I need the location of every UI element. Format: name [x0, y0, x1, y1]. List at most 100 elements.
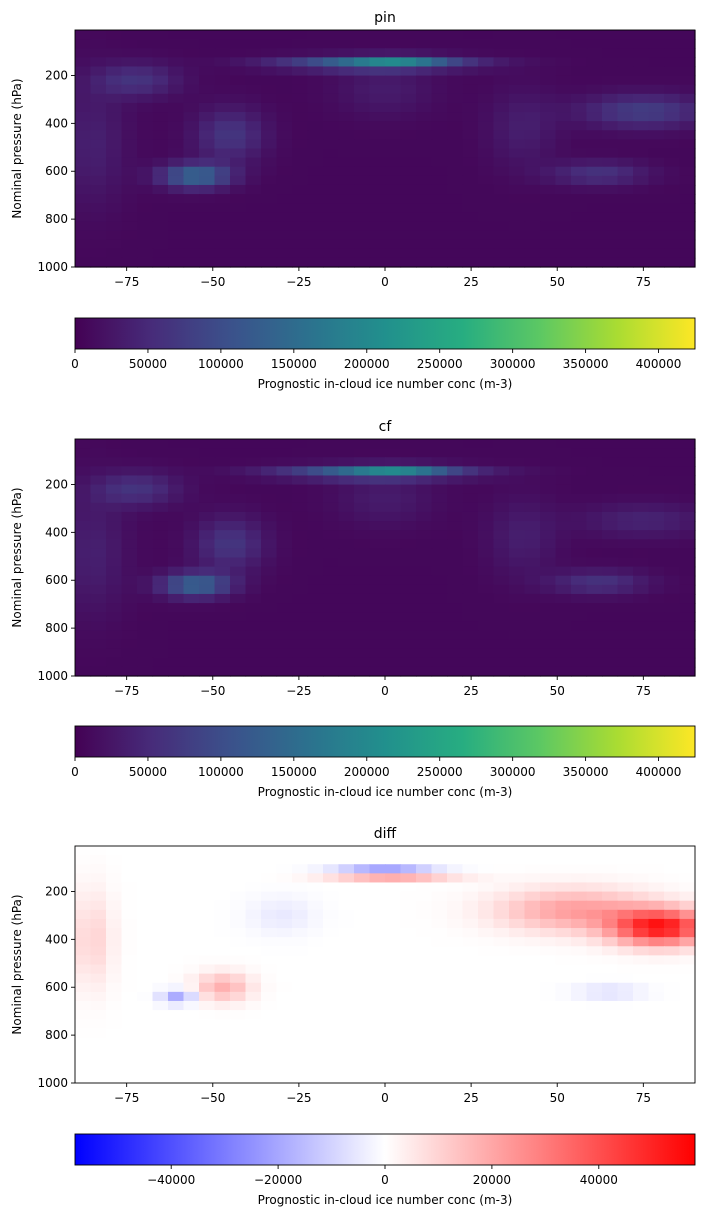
heatmap-cell [137, 1028, 154, 1039]
heatmap-cell [276, 57, 293, 68]
heatmap-cell [385, 630, 402, 641]
heatmap-cell [664, 593, 681, 604]
heatmap-cell [633, 603, 650, 613]
heatmap-cell [199, 30, 216, 40]
heatmap-cell [292, 66, 309, 77]
heatmap-cell [230, 157, 247, 168]
heatmap-cell [307, 964, 324, 975]
heatmap-cell [261, 557, 278, 568]
heatmap-cell [447, 593, 464, 604]
heatmap-cell [307, 1037, 324, 1048]
heatmap-cell [571, 918, 588, 929]
heatmap-cell [75, 909, 92, 920]
heatmap-cell [385, 964, 402, 975]
heatmap-cell [183, 855, 200, 865]
heatmap-cell [338, 530, 355, 540]
heatmap-cell [199, 1019, 216, 1029]
heatmap-cell [555, 166, 572, 177]
heatmap-cell [493, 539, 510, 549]
heatmap-cell [648, 612, 665, 622]
y-axis-label: Nominal pressure (hPa) [10, 78, 24, 218]
heatmap-cell [354, 257, 371, 268]
heatmap-cell [633, 439, 650, 449]
heatmap-cell [90, 566, 107, 577]
heatmap-cell [106, 457, 123, 467]
heatmap-cell [276, 139, 293, 150]
heatmap-cell [354, 584, 371, 595]
heatmap-cell [307, 1000, 324, 1011]
heatmap-cell [183, 230, 200, 241]
heatmap-cell [586, 964, 603, 975]
heatmap-cell [106, 891, 123, 902]
heatmap-cell [276, 493, 293, 504]
heatmap-cell [416, 511, 433, 522]
heatmap-cell [338, 584, 355, 595]
heatmap-cell [385, 39, 402, 49]
heatmap-cell [106, 84, 123, 95]
heatmap-cell [199, 521, 216, 531]
heatmap-cell [679, 1000, 696, 1011]
heatmap-cell [354, 511, 371, 522]
heatmap-cell [664, 175, 681, 186]
heatmap-cell [261, 248, 278, 259]
heatmap-cell [416, 584, 433, 595]
heatmap-cell [354, 457, 371, 467]
heatmap-cell [524, 575, 541, 586]
heatmap-cell [245, 584, 262, 595]
heatmap-cell [540, 973, 557, 984]
heatmap-cell [261, 257, 278, 268]
heatmap-cell [431, 539, 448, 549]
heatmap-cell [307, 873, 324, 884]
heatmap-cell [462, 621, 479, 632]
heatmap-cell [276, 130, 293, 140]
colorbar [74, 317, 696, 350]
heatmap-cell [400, 973, 417, 984]
heatmap-cell [199, 873, 216, 884]
heatmap-cell [307, 603, 324, 613]
heatmap-cell [493, 648, 510, 659]
heatmap-cell [664, 964, 681, 975]
heatmap-cell [555, 230, 572, 241]
heatmap-cell [462, 48, 479, 58]
heatmap-cell [385, 955, 402, 966]
heatmap-cell [183, 1046, 200, 1057]
heatmap-cell [664, 530, 681, 540]
heatmap-cell [555, 502, 572, 513]
heatmap-cell [106, 75, 123, 86]
heatmap-cell [90, 928, 107, 938]
heatmap-cell [602, 855, 619, 865]
heatmap-cell [602, 439, 619, 449]
heatmap-cell [602, 457, 619, 467]
heatmap-cell [214, 1037, 231, 1048]
heatmap-cell [617, 112, 634, 122]
heatmap-cell [462, 1028, 479, 1039]
heatmap-cell [664, 1019, 681, 1029]
colorbar-label: Prognostic in-cloud ice number conc (m-3… [258, 377, 513, 391]
heatmap-cell [307, 466, 324, 477]
heatmap-cell [121, 982, 138, 993]
heatmap-cell [354, 639, 371, 650]
heatmap-cell [307, 575, 324, 586]
heatmap-cell [509, 612, 526, 622]
heatmap-cell [152, 557, 169, 568]
heatmap-cell [447, 991, 464, 1002]
heatmap-cell [462, 603, 479, 613]
heatmap-cell [633, 1064, 650, 1075]
heatmap-cell [214, 973, 231, 984]
heatmap-cell [571, 603, 588, 613]
heatmap-cell [509, 230, 526, 241]
heatmap-cell [617, 439, 634, 449]
heatmap-cell [214, 1019, 231, 1029]
heatmap-cell [183, 982, 200, 993]
heatmap-cell [276, 991, 293, 1002]
heatmap-cell [571, 630, 588, 641]
heatmap-cell [679, 175, 696, 186]
heatmap-cell [75, 575, 92, 586]
heatmap-cell [633, 991, 650, 1002]
heatmap-cell [230, 184, 247, 195]
heatmap-cell [168, 148, 185, 159]
y-tick-label: 200 [45, 68, 68, 82]
heatmap-cell [338, 964, 355, 975]
heatmap-cell [462, 139, 479, 150]
heatmap-cell [121, 557, 138, 568]
